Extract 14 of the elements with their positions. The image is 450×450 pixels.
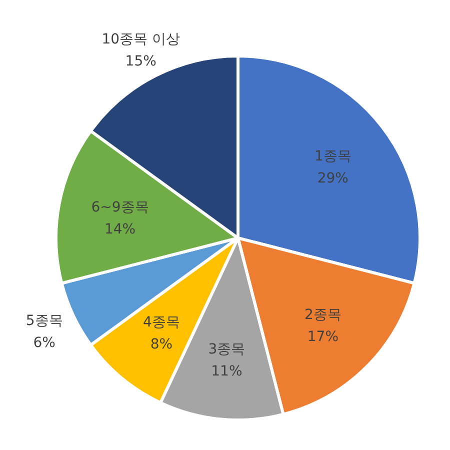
data-label: 17% [307,328,338,345]
slice-label: 2종목 [304,306,342,323]
data-label: 29% [317,170,348,186]
slice-label: 3종목 [208,342,246,358]
data-label: 15% [125,53,156,70]
slice-label: 10종목 이상 [102,31,180,48]
slice-label: 6~9종목 [91,199,149,216]
data-label: 14% [104,221,136,238]
data-label: 6% [33,335,56,352]
data-label: 11% [211,364,242,380]
slice-label: 1종목 [314,148,352,164]
slice-label: 5종목 [26,313,63,330]
slice-label: 4종목 [142,314,180,331]
data-label: 8% [150,336,173,353]
